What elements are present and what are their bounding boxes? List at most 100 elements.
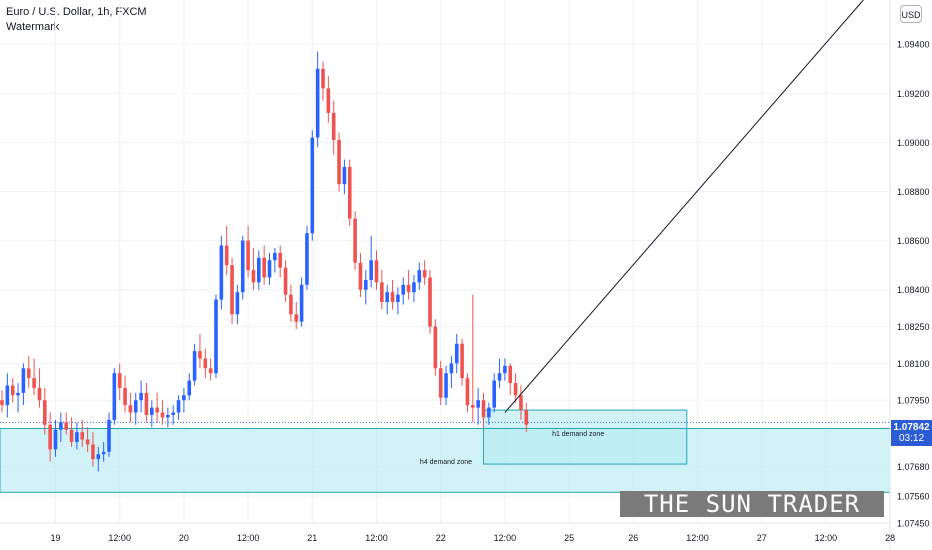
candle-body [21, 368, 26, 393]
candle-body [369, 260, 373, 280]
candle-body [374, 260, 379, 283]
candle-body [524, 410, 529, 425]
candle-body [406, 284, 411, 293]
x-tick-label: 12:00 [237, 533, 260, 543]
candle-body [305, 233, 309, 285]
candle-body [246, 240, 250, 271]
candle-body [438, 368, 443, 398]
candle-body [417, 270, 422, 283]
candle-body [64, 422, 68, 430]
x-tick-label: 12:00 [108, 533, 131, 543]
candle-body [385, 292, 389, 303]
x-tick-label: 27 [757, 533, 767, 543]
candle-body [433, 326, 438, 369]
y-tick-label: 1.09200 [897, 89, 930, 99]
candle-body [251, 270, 256, 283]
candle-body [53, 429, 58, 450]
candle-body [321, 68, 325, 89]
x-tick-label: 12:00 [815, 533, 838, 543]
candle-body [422, 270, 427, 278]
candle-body [513, 383, 518, 396]
candle-body [155, 407, 159, 413]
candle-body [192, 351, 197, 381]
candle-body [481, 400, 486, 418]
zone-label: h4 demand zone [420, 459, 472, 466]
candle-body [519, 395, 523, 411]
last-price-tag: 1.07842 03:12 [891, 420, 932, 446]
candle-body [176, 400, 181, 413]
candle-body [32, 378, 36, 388]
candle-body [262, 257, 266, 278]
candle-body [117, 373, 122, 388]
y-tick-label: 1.08250 [897, 322, 930, 332]
candle-body [460, 343, 464, 379]
candle-body [107, 419, 111, 452]
candle-body [337, 139, 341, 185]
y-tick-label: 1.09000 [897, 138, 930, 148]
candle-body [59, 422, 63, 430]
watermark-label: Watermark [6, 21, 60, 33]
chart-title: Euro / U.S. Dollar, 1h, FXCM [6, 6, 147, 18]
candle-body [5, 385, 10, 406]
y-tick-label: 1.07450 [897, 519, 930, 529]
candle-body [240, 240, 245, 293]
currency-button[interactable]: USD [900, 5, 922, 23]
candle-body [497, 373, 502, 381]
candle-body [476, 400, 480, 408]
candle-body [16, 392, 20, 396]
candle-body [273, 252, 277, 261]
candle-body [310, 137, 315, 234]
candle-body [267, 260, 272, 278]
candle-body [347, 166, 352, 219]
candle-body [80, 432, 85, 440]
candle-body [230, 265, 234, 315]
zone-label: h1 demand zone [552, 431, 604, 438]
y-tick-label: 1.09400 [897, 40, 930, 50]
x-tick-label: 12:00 [686, 533, 709, 543]
candle-body [465, 378, 470, 406]
candle-body [364, 279, 368, 290]
candle-body [283, 267, 288, 295]
candle-body [294, 314, 299, 322]
candle-body [37, 387, 42, 401]
y-tick-label: 1.08100 [897, 359, 930, 369]
candle-body [43, 400, 47, 425]
candle-body [182, 395, 186, 401]
candle-body [91, 444, 95, 460]
candle-body [139, 392, 143, 401]
y-tick-label: 1.08800 [897, 187, 930, 197]
x-tick-label: 20 [179, 533, 189, 543]
candle-body [353, 218, 357, 263]
candle-body [412, 282, 416, 293]
candle-body [331, 112, 336, 140]
candle-body [160, 412, 165, 418]
candle-body [444, 373, 448, 398]
candle-body [492, 380, 496, 408]
last-price-value: 1.07842 [893, 422, 930, 433]
candle-body [75, 432, 79, 442]
candle-body [0, 400, 4, 406]
x-tick-label: 21 [307, 533, 317, 543]
candle-body [503, 365, 507, 374]
demand-zone [483, 409, 688, 465]
candle-body [128, 405, 133, 413]
y-tick-label: 1.07950 [897, 396, 930, 406]
x-tick-label: 22 [436, 533, 446, 543]
x-tick-label: 12:00 [494, 533, 517, 543]
bar-countdown: 03:12 [898, 433, 925, 444]
y-tick-label: 1.08600 [897, 236, 930, 246]
candle-body [166, 414, 170, 418]
y-tick-label: 1.07680 [897, 462, 930, 472]
candle-body [299, 284, 304, 322]
x-tick-label: 28 [885, 533, 895, 543]
candle-body [401, 284, 406, 295]
x-tick-label: 19 [50, 533, 60, 543]
trendline-layer[interactable] [504, 0, 864, 413]
demand-zone [0, 427, 891, 493]
candle-body [396, 294, 400, 303]
candle-body [257, 257, 261, 283]
trendline[interactable] [504, 0, 864, 413]
candles [0, 51, 529, 472]
x-tick-label: 26 [628, 533, 638, 543]
